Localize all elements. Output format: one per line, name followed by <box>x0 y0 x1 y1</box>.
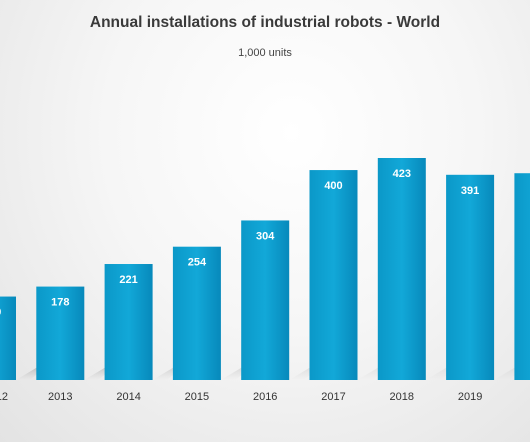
tick-label-2019: 2019 <box>458 391 482 403</box>
tick-label-2014: 2014 <box>116 391 140 403</box>
bars-group <box>0 158 530 380</box>
chart-title: Annual installations of industrial robot… <box>89 14 441 31</box>
bar-2020 <box>514 173 530 380</box>
tick-label-2018: 2018 <box>390 391 414 403</box>
chart-subtitle: 1,000 units <box>238 47 292 59</box>
bar-2018 <box>377 158 426 380</box>
value-label-2016: 304 <box>256 230 275 242</box>
bar-2017 <box>309 170 358 380</box>
value-label-2019: 391 <box>461 185 479 197</box>
tick-label-2016: 2016 <box>253 391 277 403</box>
bar-2013 <box>36 286 85 380</box>
value-label-2012: 159 <box>0 307 1 319</box>
bar-2015 <box>172 246 221 380</box>
bar-2019 <box>446 174 495 380</box>
tick-label-2013: 2013 <box>48 391 72 403</box>
value-label-2014: 221 <box>119 274 137 286</box>
tick-label-2012: 12 <box>0 391 8 403</box>
value-labels-group: 159 178 221 254 304 400 423 391 <box>0 168 479 319</box>
bar-2014 <box>104 264 153 380</box>
tick-labels-group: 12 2013 2014 2015 2016 2017 2018 2019 <box>0 391 482 403</box>
tick-label-2017: 2017 <box>321 391 345 403</box>
value-label-2013: 178 <box>51 297 69 309</box>
bar-2012 <box>0 296 16 380</box>
value-label-2017: 400 <box>324 180 342 192</box>
tick-label-2015: 2015 <box>185 391 209 403</box>
value-label-2015: 254 <box>188 257 207 269</box>
value-label-2018: 423 <box>393 168 411 180</box>
bar-2016 <box>241 220 290 380</box>
